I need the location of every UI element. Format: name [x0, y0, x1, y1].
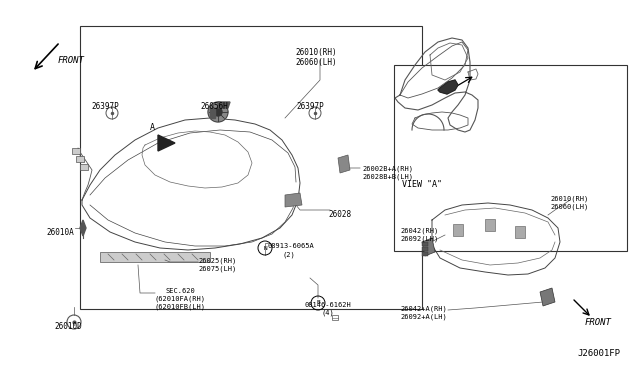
Text: (62010FB(LH): (62010FB(LH)	[155, 304, 206, 311]
Text: 26397P: 26397P	[296, 102, 324, 111]
Polygon shape	[332, 315, 338, 320]
Text: A: A	[150, 124, 154, 132]
Polygon shape	[285, 193, 302, 207]
Text: VIEW "A": VIEW "A"	[402, 180, 442, 189]
Text: 26092+A(LH): 26092+A(LH)	[400, 314, 447, 321]
Text: FRONT: FRONT	[58, 56, 85, 65]
Text: (4): (4)	[322, 310, 334, 317]
Polygon shape	[540, 288, 555, 306]
Polygon shape	[438, 80, 458, 94]
Text: N: N	[263, 246, 267, 250]
Text: (62010FA(RH): (62010FA(RH)	[155, 296, 206, 302]
Polygon shape	[422, 238, 435, 256]
Polygon shape	[422, 252, 428, 256]
Bar	[76, 156, 84, 162]
Bar	[72, 148, 80, 154]
Text: 26010(RH): 26010(RH)	[295, 48, 337, 57]
Text: 26056H: 26056H	[200, 102, 228, 111]
Text: 26060(LH): 26060(LH)	[295, 58, 337, 67]
Polygon shape	[80, 220, 86, 236]
Polygon shape	[453, 224, 463, 236]
Bar	[394, 65, 627, 251]
Text: 26002B+A(RH): 26002B+A(RH)	[362, 165, 413, 171]
Polygon shape	[214, 108, 222, 116]
Text: 26028: 26028	[328, 210, 351, 219]
Polygon shape	[422, 242, 428, 246]
Polygon shape	[515, 226, 525, 238]
Polygon shape	[338, 155, 350, 173]
Polygon shape	[485, 219, 495, 231]
Polygon shape	[100, 252, 210, 262]
Text: 26060(LH): 26060(LH)	[550, 203, 588, 209]
Polygon shape	[422, 247, 428, 251]
Text: 26042+A(RH): 26042+A(RH)	[400, 306, 447, 312]
Bar	[80, 26, 422, 309]
Text: B: B	[316, 301, 320, 305]
Text: J26001FP: J26001FP	[577, 349, 620, 358]
Polygon shape	[158, 135, 175, 151]
Text: 26010A: 26010A	[46, 228, 74, 237]
Text: FRONT: FRONT	[584, 318, 611, 327]
Text: 26397P: 26397P	[91, 102, 119, 111]
Text: 26092(LH): 26092(LH)	[400, 236, 438, 243]
Text: 26010D: 26010D	[54, 322, 82, 331]
Text: 08913-6065A: 08913-6065A	[268, 243, 315, 249]
Text: 26010(RH): 26010(RH)	[550, 195, 588, 202]
Text: 26075(LH): 26075(LH)	[198, 266, 236, 273]
Polygon shape	[210, 108, 215, 118]
Bar	[80, 164, 88, 170]
Text: 26028B+B(LH): 26028B+B(LH)	[362, 173, 413, 180]
Text: 26042(RH): 26042(RH)	[400, 228, 438, 234]
Polygon shape	[218, 102, 230, 108]
Polygon shape	[208, 102, 228, 122]
Text: 08146-6162H: 08146-6162H	[305, 302, 351, 308]
Text: SEC.620: SEC.620	[165, 288, 195, 294]
Text: (2): (2)	[282, 251, 295, 257]
Text: 26025(RH): 26025(RH)	[198, 258, 236, 264]
